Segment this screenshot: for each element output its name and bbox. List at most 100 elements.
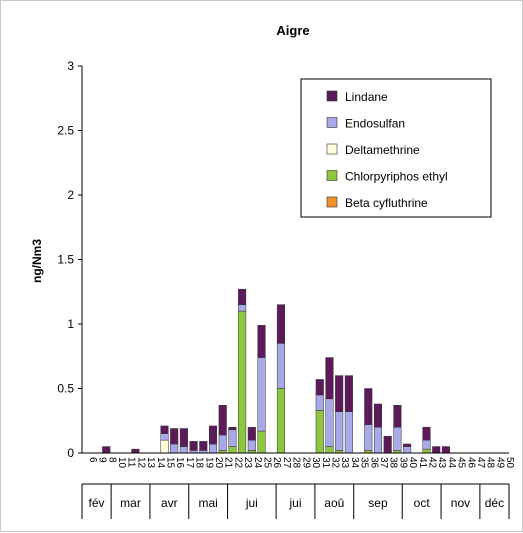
legend-swatch [326, 143, 338, 155]
x-tick-label: 28 [291, 457, 302, 469]
x-tick-label: 17 [184, 457, 195, 469]
x-tick-label: 43 [436, 457, 447, 469]
x-tick-label: 38 [388, 457, 399, 469]
bar-segment [335, 411, 344, 451]
legend-label: Deltamethrine [345, 143, 420, 157]
bar-segment [247, 439, 256, 451]
x-tick-label: 35 [359, 457, 370, 469]
month-label: jui [288, 496, 301, 510]
bar-segment [170, 443, 179, 454]
axes-layer: 00.511.522.53698101112131415161718192021… [57, 59, 515, 519]
x-tick-label: 13 [145, 457, 156, 469]
month-label: aoû [324, 496, 344, 510]
bar-segment [403, 443, 412, 447]
bar-segment [160, 439, 169, 454]
bar-segment [325, 398, 334, 447]
month-label: nov [451, 496, 470, 510]
x-tick-label: 10 [116, 457, 127, 469]
bar-segment [315, 379, 324, 396]
x-tick-label: 40 [407, 457, 418, 469]
bar-segment [238, 304, 247, 312]
bar-segment [432, 446, 441, 454]
x-tick-label: 26 [271, 457, 282, 469]
x-tick-label: 25 [262, 457, 273, 469]
bar-segment [257, 325, 266, 358]
month-label: sep [368, 496, 388, 510]
bar-segment [276, 388, 285, 454]
bar-segment [325, 446, 334, 454]
x-tick-label: 48 [485, 457, 496, 469]
y-tick-label: 0 [67, 446, 74, 460]
x-tick-label: 29 [300, 457, 311, 469]
x-tick-label: 31 [320, 457, 331, 469]
bar-segment [325, 357, 334, 400]
x-tick-label: 41 [417, 457, 428, 469]
bar-segment [131, 448, 140, 454]
x-tick-label: 15 [164, 457, 175, 469]
x-tick-label: 11 [126, 457, 137, 468]
x-tick-label: 50 [504, 457, 515, 469]
month-label: mai [198, 496, 217, 510]
legend-swatch [326, 117, 338, 128]
bar-segment [276, 304, 285, 344]
x-tick-label: 44 [446, 457, 457, 469]
x-tick-label: 8 [106, 457, 117, 463]
x-tick-label: 14 [155, 457, 166, 469]
month-label: jui [245, 496, 258, 510]
y-tick-label: 1 [67, 317, 74, 331]
bar-segment [383, 435, 392, 454]
x-tick-label: 23 [242, 457, 253, 469]
bar-segment [335, 375, 344, 412]
x-tick-label: 37 [378, 457, 389, 469]
x-tick-label: 49 [494, 457, 505, 469]
y-tick-label: 2.5 [57, 124, 74, 138]
chart-title: Aigre [276, 23, 309, 38]
legend-swatch [326, 90, 338, 102]
bar-segment [160, 433, 169, 441]
x-tick-label: 20 [213, 457, 224, 469]
x-tick-label: 21 [223, 457, 234, 469]
x-tick-label: 30 [310, 457, 321, 469]
x-tick-label: 42 [427, 457, 438, 469]
legend-label: Beta cyfluthrine [345, 196, 428, 210]
x-tick-label: 27 [281, 457, 292, 469]
x-tick-label: 46 [465, 457, 476, 469]
bar-segment [373, 403, 383, 428]
bar-segment [315, 410, 324, 454]
bar-segment [179, 428, 188, 447]
bar-segment [422, 439, 431, 450]
bar-segment [393, 426, 402, 451]
bar-segment [179, 446, 188, 454]
x-tick-label: 45 [456, 457, 467, 469]
bar-segment [247, 426, 256, 441]
bar-segment [344, 411, 353, 454]
y-tick-label: 1.5 [57, 253, 74, 267]
legend: Lindane Endosulfan Deltamethrine Chlorpyrip… [300, 78, 492, 218]
x-tick-label: 32 [329, 457, 340, 469]
x-tick-label: 34 [349, 457, 360, 469]
bar-segment [199, 441, 208, 451]
bar-segment [441, 446, 450, 454]
y-tick-label: 3 [67, 59, 74, 73]
bar-segment [170, 428, 179, 445]
bar-segment [208, 425, 218, 445]
x-tick-label: 47 [475, 457, 486, 469]
legend-swatch [326, 170, 338, 181]
x-tick-label: 18 [194, 457, 205, 469]
bar-segment [276, 343, 285, 389]
legend-label: Chlorpyriphos ethyl [345, 170, 448, 184]
bar-segment [228, 426, 237, 431]
bar-segment [393, 405, 402, 428]
x-tick-label: 22 [232, 457, 243, 469]
bar-segment [422, 426, 431, 441]
bar-segment [422, 448, 431, 454]
x-tick-label: 24 [252, 457, 263, 469]
y-axis-label: ng/Nm3 [30, 239, 44, 283]
bar-segment [403, 446, 412, 454]
x-tick-label: 9 [97, 457, 108, 463]
bar-segment [257, 430, 266, 454]
x-tick-label: 6 [87, 457, 98, 463]
x-tick-label: 33 [339, 457, 350, 469]
bar-segment [373, 426, 383, 454]
